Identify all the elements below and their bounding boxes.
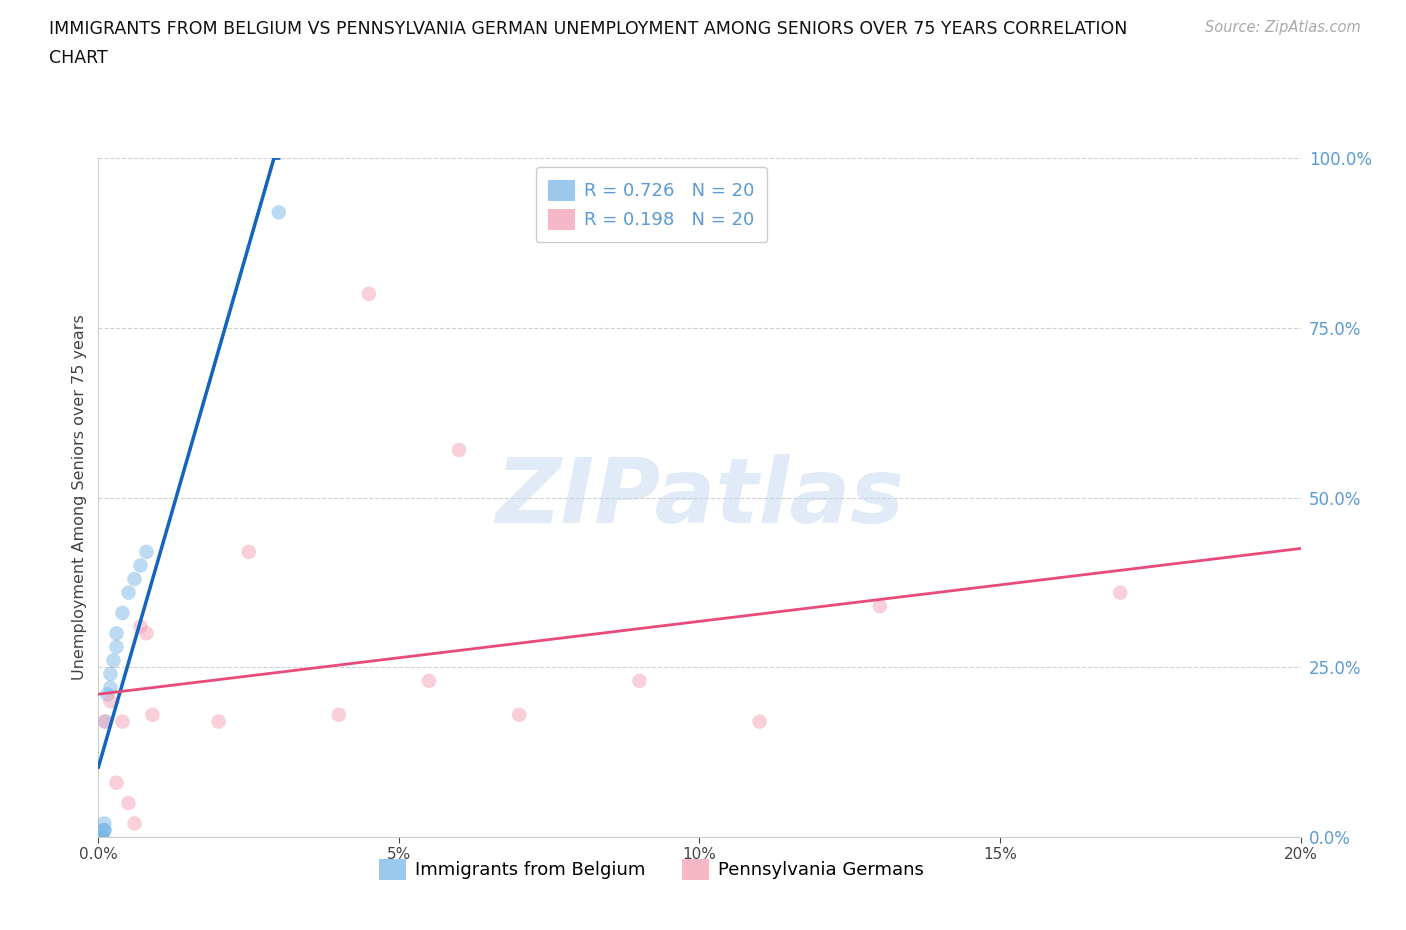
Point	[748, 714, 770, 729]
Point	[100, 680, 122, 695]
Point	[100, 667, 122, 682]
Point	[93, 714, 115, 729]
Text: ZIPatlas: ZIPatlas	[495, 454, 904, 541]
Point	[103, 653, 125, 668]
Point	[93, 823, 115, 838]
Point	[105, 640, 128, 655]
Point	[117, 585, 139, 600]
Point	[135, 626, 157, 641]
Point	[129, 619, 152, 634]
Point	[111, 714, 134, 729]
Point	[238, 544, 260, 559]
Point	[124, 572, 146, 587]
Point	[94, 714, 117, 729]
Point	[135, 544, 157, 559]
Text: Source: ZipAtlas.com: Source: ZipAtlas.com	[1205, 20, 1361, 35]
Point	[90, 830, 112, 844]
Point	[105, 776, 128, 790]
Point	[111, 605, 134, 620]
Y-axis label: Unemployment Among Seniors over 75 years: Unemployment Among Seniors over 75 years	[72, 314, 87, 681]
Point	[628, 673, 651, 688]
Point	[129, 558, 152, 573]
Point	[93, 823, 115, 838]
Point	[508, 708, 530, 723]
Point	[96, 687, 118, 702]
Point	[100, 694, 122, 709]
Point	[124, 816, 146, 830]
Text: CHART: CHART	[49, 49, 108, 67]
Point	[105, 626, 128, 641]
Point	[447, 443, 470, 458]
Point	[1109, 585, 1132, 600]
Point	[208, 714, 231, 729]
Point	[141, 708, 163, 723]
Legend: Immigrants from Belgium, Pennsylvania Germans: Immigrants from Belgium, Pennsylvania Ge…	[367, 846, 936, 893]
Point	[117, 796, 139, 811]
Point	[90, 830, 112, 844]
Point	[357, 286, 380, 301]
Point	[93, 816, 115, 830]
Point	[869, 599, 891, 614]
Point	[328, 708, 350, 723]
Point	[418, 673, 440, 688]
Point	[91, 830, 114, 844]
Point	[91, 823, 114, 838]
Text: IMMIGRANTS FROM BELGIUM VS PENNSYLVANIA GERMAN UNEMPLOYMENT AMONG SENIORS OVER 7: IMMIGRANTS FROM BELGIUM VS PENNSYLVANIA …	[49, 20, 1128, 38]
Point	[267, 205, 290, 219]
